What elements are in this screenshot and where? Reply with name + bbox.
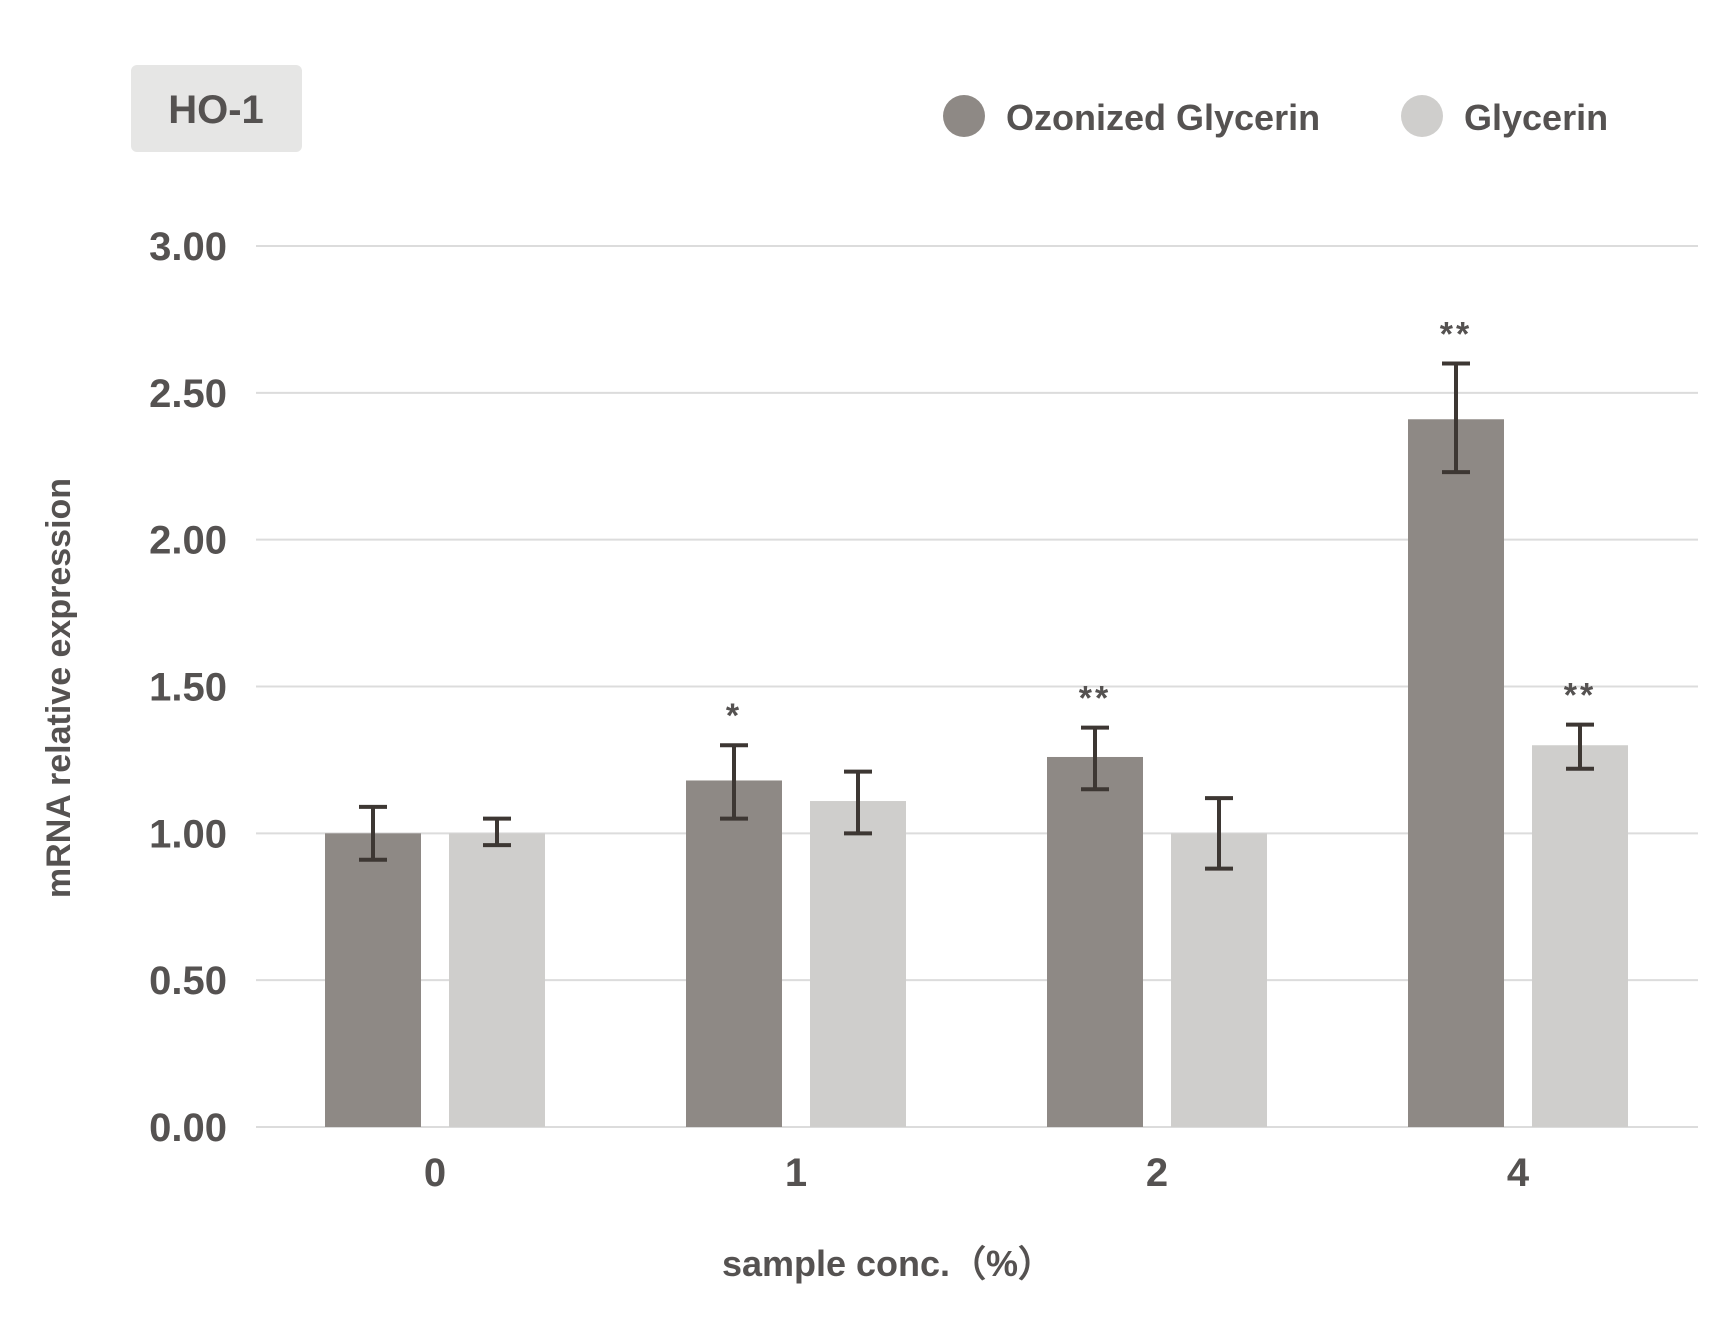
bar-ozonized-glycerin-1 (686, 780, 782, 1127)
legend-label-ozonized-glycerin: Ozonized Glycerin (1006, 97, 1320, 138)
significance-marker: ** (1440, 315, 1472, 353)
y-tick-label: 2.50 (149, 372, 227, 416)
bar-ozonized-glycerin-0 (325, 833, 421, 1127)
x-axis-label: sample conc.（%） (722, 1243, 1054, 1284)
bar-glycerin-1 (810, 801, 906, 1127)
x-tick-label: 4 (1507, 1151, 1530, 1195)
x-tick-label: 0 (424, 1151, 446, 1195)
chart-title-badge: HO-1 (131, 65, 302, 152)
significance-marker: ** (1079, 680, 1111, 718)
error-bar-ozonized-glycerin-4 (1442, 361, 1470, 475)
bar-glycerin-2 (1171, 833, 1267, 1127)
legend: Ozonized Glycerin Glycerin (943, 95, 1608, 138)
title-box (131, 65, 302, 152)
y-tick-label: 0.50 (149, 959, 227, 1003)
x-tick-label: 1 (785, 1151, 807, 1195)
y-axis-label: mRNA relative expression (40, 478, 78, 898)
error-bar-glycerin-0 (483, 816, 511, 848)
y-tick-label: 1.50 (149, 666, 227, 710)
significance-markers: * ****** (726, 315, 1596, 735)
y-tick-label: 0.00 (149, 1106, 227, 1150)
legend-marker-glycerin (1401, 95, 1443, 137)
y-axis-ticks: 0.00 0.50 1.00 1.50 2.00 2.50 3.00 (149, 225, 227, 1150)
bar-ozonized-glycerin-2 (1047, 756, 1143, 1127)
error-bar-ozonized-glycerin-0 (359, 804, 387, 862)
bars (325, 419, 1628, 1128)
error-bar-ozonized-glycerin-1 (720, 743, 748, 821)
bar-glycerin-4 (1532, 745, 1628, 1127)
y-tick-label: 1.00 (149, 812, 227, 856)
error-bar-glycerin-4 (1566, 722, 1594, 771)
legend-marker-ozonized-glycerin (943, 95, 985, 137)
legend-label-glycerin: Glycerin (1464, 97, 1608, 138)
error-bar-glycerin-2 (1205, 796, 1233, 871)
chart-title: HO-1 (168, 88, 264, 132)
error-bar-ozonized-glycerin-2 (1081, 725, 1109, 792)
x-tick-label: 2 (1146, 1151, 1168, 1195)
y-tick-label: 3.00 (149, 225, 227, 269)
bar-glycerin-0 (449, 833, 545, 1127)
significance-marker: ** (1564, 677, 1596, 715)
error-bar-glycerin-1 (844, 769, 872, 836)
bar-ozonized-glycerin-4 (1408, 419, 1504, 1128)
error-bars (359, 361, 1594, 871)
x-axis-ticks: 0 1 2 4 (424, 1151, 1530, 1195)
significance-marker: * (726, 697, 742, 735)
y-tick-label: 2.00 (149, 519, 227, 563)
